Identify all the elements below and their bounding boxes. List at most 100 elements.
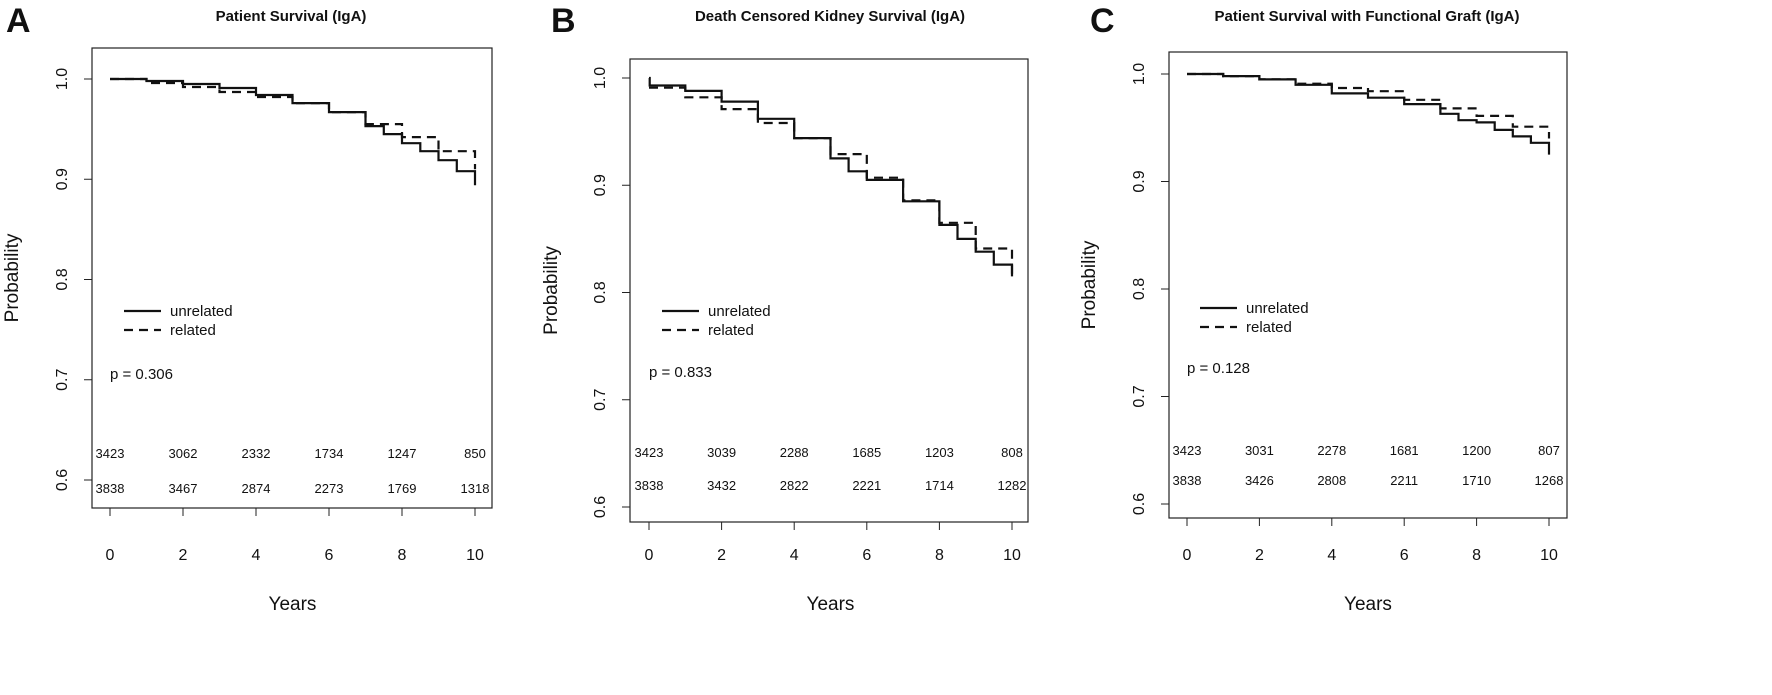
chart-title: Death Censored Kidney Survival (IgA): [695, 8, 965, 25]
risk-count: 808: [1001, 445, 1023, 460]
y-tick-label: 0.8: [54, 268, 71, 290]
y-tick-label: 0.9: [592, 174, 609, 196]
risk-count: 3838: [96, 481, 125, 496]
x-axis-label: Years: [1344, 594, 1392, 615]
p-value: p = 0.833: [649, 364, 712, 381]
legend-label-unrelated: unrelated: [170, 303, 233, 320]
series-line-unrelated: [1187, 72, 1551, 155]
y-tick-label: 1.0: [592, 67, 609, 89]
x-tick-label: 8: [935, 547, 944, 564]
series-line-related: [110, 77, 477, 170]
risk-count: 1714: [925, 478, 954, 493]
risk-count: 3039: [707, 445, 736, 460]
panel-letter: C: [1090, 2, 1115, 40]
x-tick-label: 0: [106, 547, 115, 564]
x-tick-label: 4: [1327, 547, 1336, 564]
x-tick-label: 8: [398, 547, 407, 564]
risk-count: 2278: [1317, 443, 1346, 458]
risk-count: 2288: [780, 445, 809, 460]
x-tick-label: 6: [325, 547, 334, 564]
panel-letter: B: [551, 2, 576, 40]
risk-count: 2273: [315, 481, 344, 496]
risk-count: 3426: [1245, 473, 1274, 488]
plot-frame: [1168, 51, 1568, 519]
x-tick-label: 6: [1400, 547, 1409, 564]
x-tick-label: 0: [1183, 547, 1192, 564]
series-line-unrelated: [110, 77, 477, 186]
legend-label-unrelated: unrelated: [1246, 300, 1309, 317]
legend-label-related: related: [708, 322, 754, 339]
x-tick-label: 2: [717, 547, 726, 564]
risk-count: 1318: [461, 481, 490, 496]
risk-count: 1734: [315, 446, 344, 461]
risk-count: 1769: [388, 481, 417, 496]
risk-count: 2874: [242, 481, 271, 496]
risk-count: 1681: [1390, 443, 1419, 458]
risk-count: 1710: [1462, 473, 1491, 488]
x-axis-label: Years: [807, 594, 855, 615]
risk-count: 1247: [388, 446, 417, 461]
risk-count: 850: [464, 446, 486, 461]
y-axis-label: Probability: [1079, 240, 1100, 329]
y-tick-label: 0.6: [592, 496, 609, 518]
y-tick-label: 0.6: [1131, 493, 1148, 515]
x-tick-label: 2: [179, 547, 188, 564]
risk-count: 2808: [1317, 473, 1346, 488]
x-tick-label: 10: [466, 547, 484, 564]
panel-letter: A: [6, 2, 31, 40]
risk-count: 1200: [1462, 443, 1491, 458]
plot-frame: [629, 58, 1029, 523]
legend-label-related: related: [170, 322, 216, 339]
risk-count: 3423: [635, 445, 664, 460]
risk-count: 2221: [852, 478, 881, 493]
y-tick-label: 1.0: [54, 68, 71, 90]
risk-count: 3838: [635, 478, 664, 493]
x-tick-label: 10: [1540, 547, 1558, 564]
x-tick-label: 6: [862, 547, 871, 564]
risk-count: 2332: [242, 446, 271, 461]
y-tick-label: 0.8: [1131, 278, 1148, 300]
y-tick-label: 0.9: [54, 168, 71, 190]
risk-count: 3062: [169, 446, 198, 461]
y-tick-label: 0.7: [592, 389, 609, 411]
risk-count: 807: [1538, 443, 1560, 458]
risk-count: 1685: [852, 445, 881, 460]
plot-frame: [91, 47, 493, 509]
x-tick-label: 10: [1003, 547, 1021, 564]
risk-count: 3423: [1173, 443, 1202, 458]
legend-label-unrelated: unrelated: [708, 303, 771, 320]
y-tick-label: 0.7: [54, 369, 71, 391]
series-line-related: [1187, 72, 1551, 139]
y-tick-label: 0.7: [1131, 385, 1148, 407]
panel-a: A Patient Survival (IgA) 0.6 0.7 0.8 0.9 1.0 0 2…: [2, 2, 493, 615]
x-tick-label: 4: [790, 547, 799, 564]
legend-label-related: related: [1246, 319, 1292, 336]
risk-count: 3838: [1173, 473, 1202, 488]
chart-title: Patient Survival (IgA): [216, 8, 367, 25]
risk-count: 3432: [707, 478, 736, 493]
y-tick-label: 0.6: [54, 469, 71, 491]
panel-c: C Patient Survival with Functional Graft …: [1079, 2, 1568, 615]
risk-count: 3467: [169, 481, 198, 496]
risk-count: 2822: [780, 478, 809, 493]
risk-count: 2211: [1390, 473, 1418, 488]
p-value: p = 0.128: [1187, 360, 1250, 377]
p-value: p = 0.306: [110, 366, 173, 383]
x-tick-label: 0: [645, 547, 654, 564]
series-line-related: [649, 86, 1014, 275]
x-tick-label: 2: [1255, 547, 1264, 564]
risk-count: 3031: [1245, 443, 1274, 458]
risk-count: 1268: [1535, 473, 1564, 488]
y-tick-label: 1.0: [1131, 63, 1148, 85]
series-line-unrelated: [648, 76, 1014, 277]
x-axis-label: Years: [269, 594, 317, 615]
y-axis-label: Probability: [2, 233, 23, 322]
y-tick-label: 0.9: [1131, 170, 1148, 192]
risk-count: 3423: [96, 446, 125, 461]
x-tick-label: 4: [252, 547, 261, 564]
chart-title: Patient Survival with Functional Graft (…: [1214, 8, 1519, 25]
y-axis-label: Probability: [541, 246, 562, 335]
panel-b: B Death Censored Kidney Survival (IgA) 0.6…: [541, 2, 1029, 615]
x-tick-label: 8: [1472, 547, 1481, 564]
